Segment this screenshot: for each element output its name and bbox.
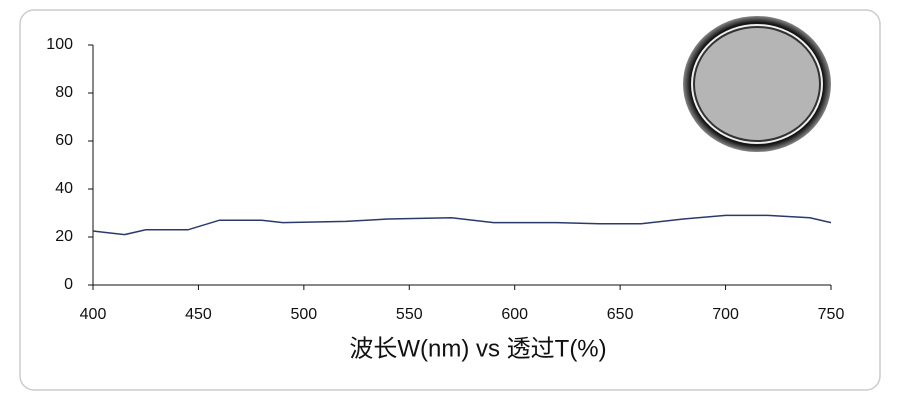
card <box>19 9 881 391</box>
series-line <box>92 214 832 236</box>
x-tick-label: 450 <box>185 306 212 323</box>
x-tick-label: 550 <box>396 306 423 323</box>
y-tick-label: 20 <box>55 228 73 245</box>
x-tick-label: 700 <box>712 306 739 323</box>
x-tick-label: 400 <box>80 306 107 323</box>
y-tick-label: 60 <box>55 132 73 149</box>
y-tick-label: 100 <box>46 36 73 53</box>
x-tick-label: 650 <box>607 306 634 323</box>
x-axis-label: 波长W(nm) vs 透过T(%) <box>349 335 606 362</box>
lens-icon <box>683 16 831 152</box>
x-tick-label: 500 <box>291 306 318 323</box>
y-tick-label: 40 <box>55 180 73 197</box>
y-tick-label: 0 <box>64 276 73 293</box>
y-tick-label: 80 <box>55 84 73 101</box>
x-tick-label: 600 <box>501 306 528 323</box>
x-tick-label: 750 <box>818 306 845 323</box>
